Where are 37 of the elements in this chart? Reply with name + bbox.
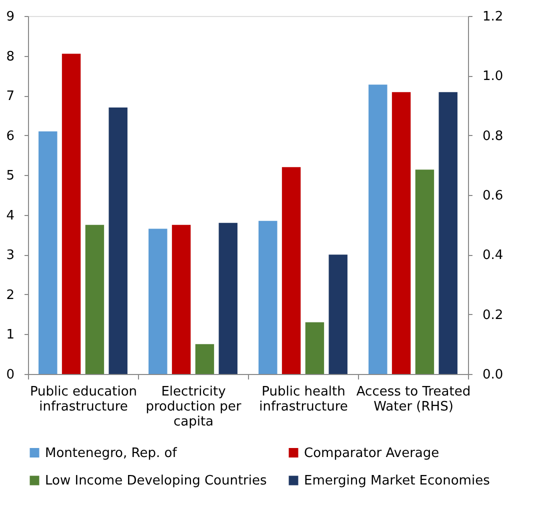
- y-tick-label: 3: [6, 248, 14, 264]
- y-tick-label: 6: [6, 128, 14, 144]
- y-tick-label: 7: [6, 89, 14, 104]
- y2-tick-label: 0.8: [482, 128, 504, 144]
- bar: [218, 222, 238, 374]
- bar: [85, 224, 104, 374]
- bar: [282, 167, 301, 374]
- y-tick-label: 8: [6, 49, 14, 64]
- y-tick-label: 0: [6, 368, 14, 382]
- y-tick-label: 4: [6, 208, 14, 224]
- bar: [172, 224, 191, 374]
- bar: [148, 228, 168, 374]
- legend-label: Emerging Market Economies: [304, 474, 490, 488]
- bar: [305, 322, 324, 374]
- x-tick-label: Public education infrastructure: [30, 384, 138, 414]
- y2-tick-label: 0.0: [482, 368, 504, 382]
- legend-label: Low Income Developing Countries: [45, 474, 268, 488]
- y2-tick-label: 0.2: [482, 308, 504, 323]
- x-tick-label: Electricity production per capita: [146, 384, 242, 430]
- y2-tick-label: 0.4: [482, 248, 504, 264]
- y2-tick-label: 0.6: [482, 188, 504, 204]
- bar: [195, 344, 214, 374]
- x-tick-label: Access to Treated Water (RHS): [356, 384, 471, 414]
- bar: [108, 107, 128, 374]
- legend-label: Montenegro, Rep. of: [45, 446, 178, 461]
- x-tick-label: Public health infrastructure: [259, 384, 348, 414]
- bar: [258, 220, 278, 374]
- y-tick-label: 2: [6, 288, 14, 303]
- bar: [38, 131, 58, 374]
- y-tick-label: 9: [6, 10, 14, 24]
- y-tick-label: 5: [6, 168, 14, 184]
- legend-label: Comparator Average: [304, 446, 440, 461]
- bar: [62, 54, 81, 374]
- bar: [328, 254, 348, 374]
- y2-tick-label: 1.0: [482, 69, 504, 84]
- y-tick-label: 1: [6, 328, 14, 343]
- y2-tick-label: 1.2: [482, 10, 504, 24]
